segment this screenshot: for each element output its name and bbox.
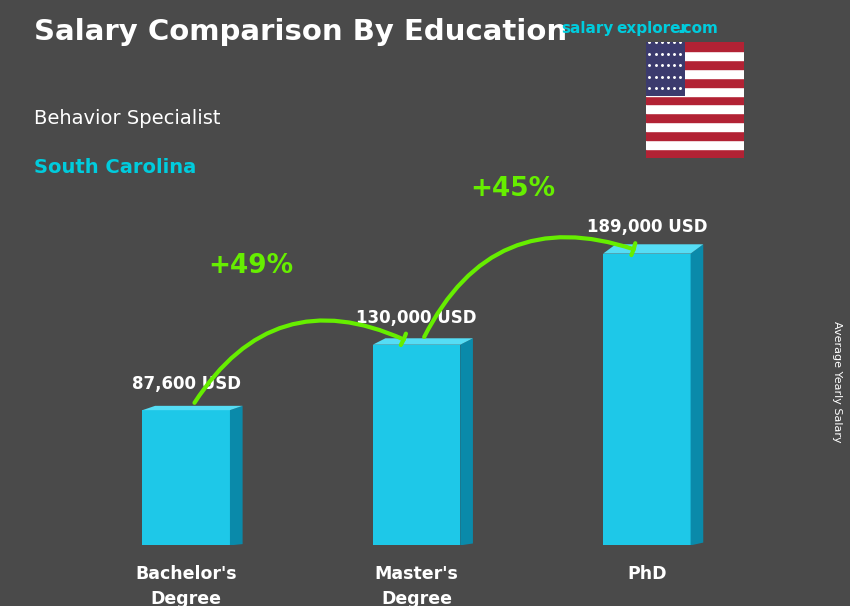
Text: Behavior Specialist: Behavior Specialist (34, 109, 220, 128)
Bar (646, 113, 744, 122)
Text: Average Yearly Salary: Average Yearly Salary (832, 321, 842, 442)
Polygon shape (603, 254, 690, 545)
Bar (646, 104, 744, 113)
Text: 130,000 USD: 130,000 USD (356, 309, 477, 327)
Bar (646, 69, 744, 78)
Text: Salary Comparison By Education: Salary Comparison By Education (34, 18, 567, 46)
Bar (646, 122, 744, 131)
Text: explorer: explorer (616, 21, 689, 36)
Polygon shape (373, 338, 473, 345)
Text: 87,600 USD: 87,600 USD (132, 375, 241, 393)
Bar (646, 52, 744, 60)
Text: .com: .com (677, 21, 718, 36)
Text: South Carolina: South Carolina (34, 158, 196, 176)
Polygon shape (143, 406, 242, 410)
Polygon shape (690, 244, 703, 545)
Text: salary: salary (561, 21, 614, 36)
Bar (646, 42, 744, 52)
Polygon shape (603, 244, 703, 254)
Text: 189,000 USD: 189,000 USD (586, 218, 707, 236)
Text: +45%: +45% (471, 176, 556, 202)
Bar (646, 148, 744, 158)
Bar (646, 87, 744, 96)
Bar (646, 60, 744, 69)
Bar (646, 78, 744, 87)
Bar (646, 96, 744, 104)
Bar (646, 131, 744, 140)
Polygon shape (230, 406, 242, 545)
Bar (646, 140, 744, 148)
Polygon shape (373, 345, 460, 545)
Polygon shape (460, 338, 473, 545)
Bar (646, 42, 685, 96)
Polygon shape (143, 410, 230, 545)
Text: +49%: +49% (208, 253, 293, 279)
